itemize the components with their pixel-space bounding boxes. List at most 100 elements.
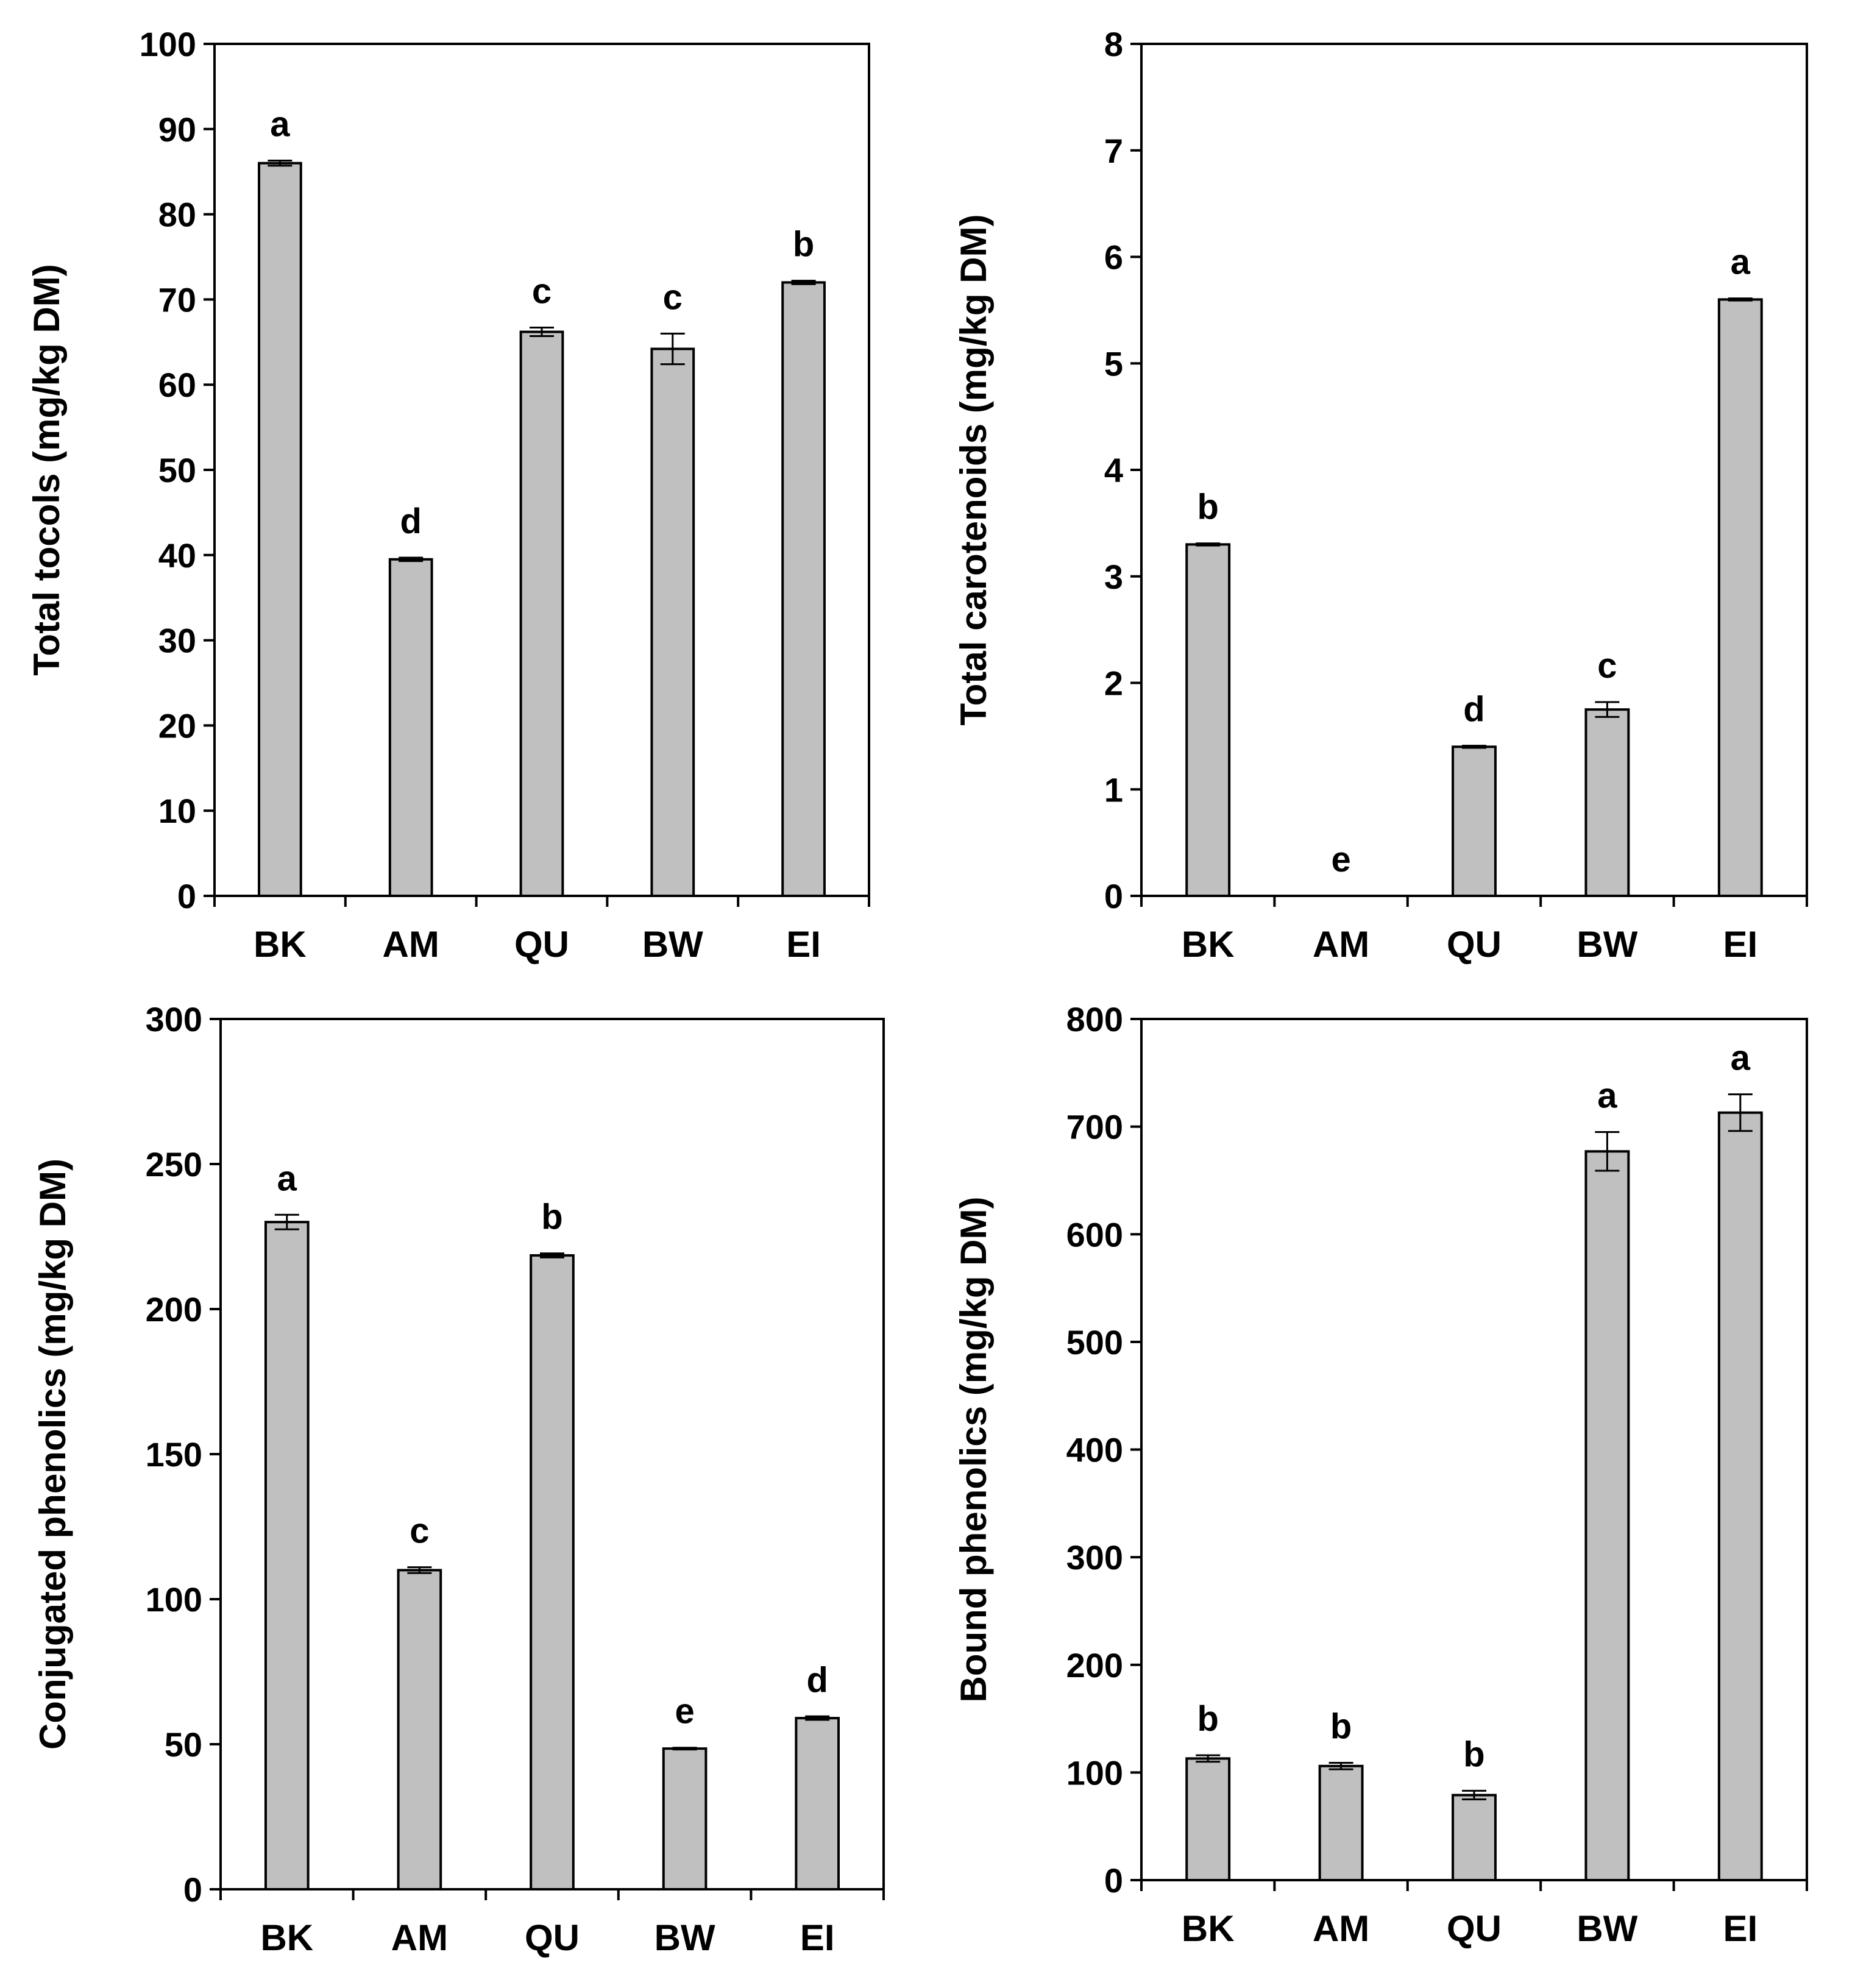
x-category-label: BW: [642, 924, 703, 965]
significance-letter: b: [793, 225, 814, 264]
y-tick-label: 6: [1104, 238, 1123, 277]
y-tick-label: 100: [140, 25, 196, 63]
y-axis-title: Total tocols (mg/kg DM): [26, 264, 67, 676]
x-category-label: EI: [1723, 924, 1757, 965]
y-tick-label: 3: [1104, 558, 1123, 596]
y-tick-label: 400: [1066, 1431, 1123, 1469]
bar-bk: [1185, 543, 1231, 897]
significance-letter: c: [663, 277, 683, 317]
y-axis-title: Conjugated phenolics (mg/kg DM): [32, 1159, 73, 1750]
bar-qu: [1452, 745, 1497, 897]
y-tick-label: 100: [1066, 1753, 1123, 1792]
x-category-label: BW: [1577, 924, 1637, 965]
y-tick-label: 60: [158, 366, 196, 404]
bar-qu: [1452, 1794, 1497, 1882]
y-axis-title: Total carotenoids (mg/kg DM): [953, 215, 994, 726]
y-tick-label: 600: [1066, 1215, 1123, 1254]
significance-letter: a: [270, 105, 290, 144]
y-tick-label: 10: [158, 792, 196, 830]
x-category-label: BK: [260, 1917, 313, 1958]
bar-qu: [519, 330, 564, 897]
y-tick-label: 20: [158, 706, 196, 745]
y-tick-label: 200: [146, 1290, 202, 1329]
significance-letter: a: [1597, 1076, 1617, 1115]
y-tick-label: 70: [158, 280, 196, 319]
y-tick-label: 50: [158, 451, 196, 489]
y-tick-label: 40: [158, 536, 196, 575]
x-category-label: BK: [1182, 924, 1235, 965]
x-category-label: QU: [525, 1917, 580, 1958]
x-category-label: BK: [1182, 1908, 1235, 1949]
y-tick-label: 90: [158, 110, 196, 149]
bar-bw: [1584, 1150, 1630, 1881]
x-category-label: AM: [1313, 1908, 1369, 1949]
chart-panel-2: 0 1 2 3 4 5 6 7 8 b BK e AM d QU c BW a EI Total carotenoid…: [953, 25, 1808, 965]
y-tick-label: 30: [158, 622, 196, 660]
x-category-label: QU: [1447, 1908, 1502, 1949]
y-tick-label: 700: [1066, 1108, 1123, 1146]
y-tick-label: 8: [1104, 25, 1123, 63]
significance-letter: e: [1331, 840, 1350, 879]
bar-bk: [1185, 1757, 1231, 1882]
bar-bw: [650, 347, 695, 897]
significance-letter: e: [675, 1692, 694, 1731]
y-tick-label: 200: [1066, 1646, 1123, 1684]
bar-ei: [1717, 298, 1763, 897]
chart-panel-4: 0 100 200 300 400 500 600 700 800 b BK b AM b QU a BW a EI…: [953, 1000, 1808, 1949]
bar-ei: [1717, 1111, 1763, 1881]
x-category-label: BW: [654, 1917, 715, 1958]
x-category-label: BK: [254, 924, 307, 965]
y-tick-label: 1: [1104, 770, 1123, 809]
y-tick-label: 150: [146, 1435, 202, 1474]
y-tick-label: 0: [1104, 1861, 1123, 1900]
bar-bk: [264, 1221, 310, 1890]
x-category-label: AM: [391, 1917, 448, 1958]
significance-letter: a: [277, 1159, 297, 1198]
bar-bw: [1584, 708, 1630, 897]
x-category-label: AM: [1313, 924, 1369, 965]
bar-ei: [781, 281, 826, 897]
chart-panel-3: 0 50 100 150 200 250 300 a BK c AM b QU e BW d EI Conjuga…: [32, 1000, 885, 1958]
x-category-label: EI: [800, 1917, 835, 1958]
bar-qu: [530, 1254, 575, 1890]
significance-letter: c: [1597, 646, 1617, 686]
y-tick-label: 0: [183, 1870, 202, 1909]
y-tick-label: 50: [165, 1725, 202, 1764]
y-axis-title: Bound phenolics (mg/kg DM): [953, 1197, 994, 1703]
bar-am: [1318, 1764, 1364, 1882]
significance-letter: b: [541, 1198, 562, 1237]
y-tick-label: 7: [1104, 132, 1123, 170]
y-tick-label: 100: [146, 1580, 202, 1619]
significance-letter: c: [410, 1511, 429, 1551]
significance-letter: b: [1197, 1699, 1218, 1739]
y-tick-label: 80: [158, 196, 196, 234]
x-category-label: QU: [1447, 924, 1502, 965]
bar-bw: [662, 1747, 708, 1890]
y-tick-label: 300: [1066, 1538, 1123, 1577]
significance-letter: b: [1463, 1734, 1484, 1774]
significance-letter: d: [400, 502, 421, 541]
y-tick-label: 5: [1104, 344, 1123, 383]
x-category-label: AM: [383, 924, 439, 965]
bar-bk: [258, 162, 302, 898]
bar-ei: [795, 1717, 840, 1890]
significance-letter: d: [1463, 690, 1484, 730]
y-tick-label: 0: [177, 877, 196, 915]
significance-letter: b: [1330, 1706, 1352, 1746]
y-tick-label: 500: [1066, 1323, 1123, 1361]
significance-letter: d: [806, 1660, 828, 1700]
y-tick-label: 800: [1066, 1000, 1123, 1038]
y-tick-label: 300: [146, 1000, 202, 1038]
x-category-label: QU: [514, 924, 569, 965]
y-tick-label: 0: [1104, 877, 1123, 915]
significance-letter: a: [1731, 1038, 1751, 1078]
bar-am: [397, 1569, 442, 1890]
y-tick-label: 2: [1104, 664, 1123, 703]
bar-am: [388, 558, 433, 897]
y-tick-label: 250: [146, 1145, 202, 1184]
chart-panel-1: 0 10 20 30 40 50 60 70 80 90 100 a BK d AM c QU c BW b EI Tot…: [26, 25, 870, 965]
significance-letter: b: [1197, 488, 1218, 527]
y-tick-label: 4: [1104, 451, 1123, 489]
significance-letter: c: [532, 272, 552, 311]
x-category-label: EI: [1723, 1908, 1757, 1949]
